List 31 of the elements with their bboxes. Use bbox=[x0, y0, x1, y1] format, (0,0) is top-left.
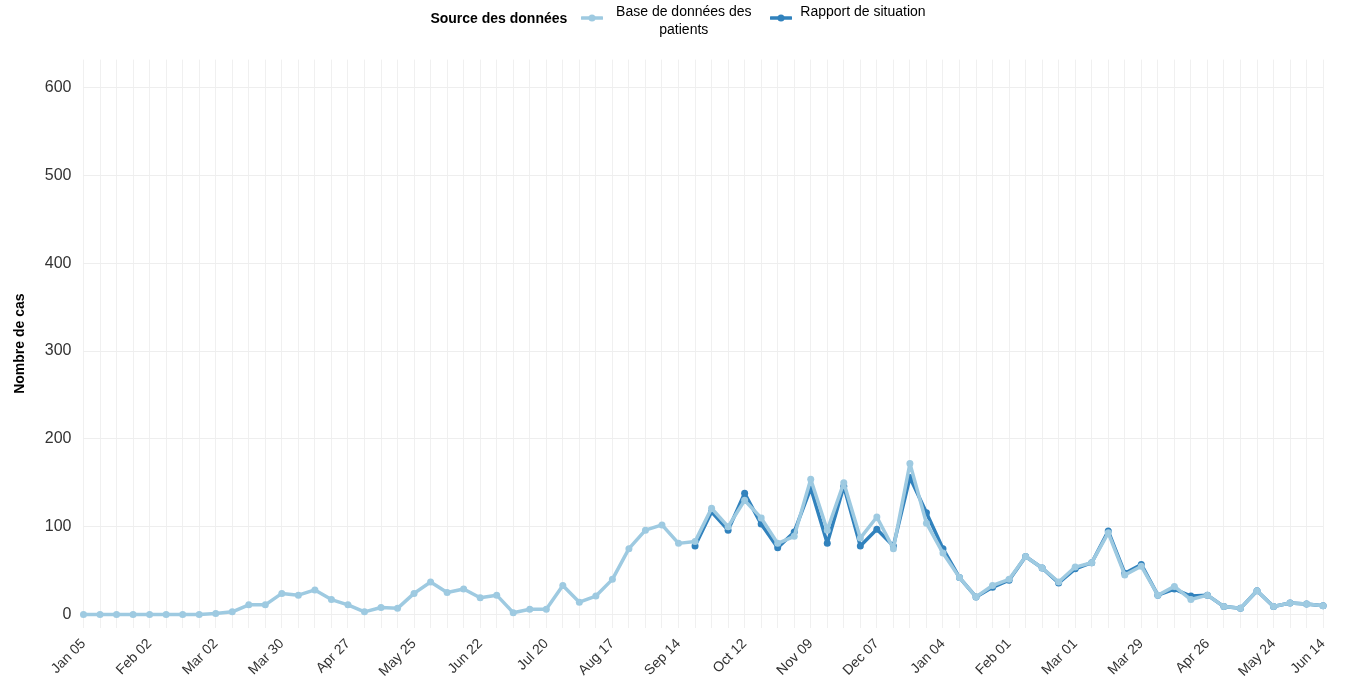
x-tick-label: Mar 29 bbox=[1104, 634, 1147, 678]
x-tick-label: Mar 02 bbox=[178, 634, 221, 678]
y-tick-label: 200 bbox=[44, 429, 72, 447]
y-tick-label: 500 bbox=[44, 165, 72, 183]
x-tick-label: Aug 17 bbox=[574, 634, 618, 678]
y-tick-label: 300 bbox=[44, 341, 72, 359]
x-tick-label: Apr 27 bbox=[312, 634, 353, 676]
x-tick-label: Apr 26 bbox=[1171, 634, 1213, 676]
y-tick-label: 600 bbox=[44, 78, 72, 96]
x-tick-label: Jun 22 bbox=[443, 634, 486, 677]
x-tick-label: Sep 14 bbox=[640, 634, 684, 678]
x-tick-label: Jan 05 bbox=[47, 634, 89, 677]
y-tick-label: 0 bbox=[62, 604, 72, 622]
y-tick-label: 100 bbox=[44, 517, 72, 535]
legend-title: Source des données bbox=[430, 10, 568, 26]
x-tick-label: Jun 14 bbox=[1286, 634, 1329, 677]
x-tick-label: Mar 01 bbox=[1037, 634, 1081, 678]
x-tick-label: Feb 02 bbox=[112, 634, 155, 678]
x-tick-label: Feb 01 bbox=[971, 634, 1015, 678]
x-tick-label: Dec 07 bbox=[839, 634, 882, 678]
legend-label: Rapport de situation bbox=[800, 2, 926, 20]
y-axis-title: Nombre de cas bbox=[11, 293, 28, 394]
legend-label: Base de données des patients bbox=[615, 2, 753, 38]
x-tick-label: May 25 bbox=[375, 634, 420, 679]
x-tick-label: May 24 bbox=[1234, 634, 1279, 679]
x-tick-label: Jul 20 bbox=[513, 634, 552, 673]
x-tick-label: Mar 30 bbox=[244, 634, 287, 678]
y-tick-label: 400 bbox=[44, 253, 72, 271]
x-tick-label: Nov 09 bbox=[772, 634, 816, 678]
x-tick-label: Jan 04 bbox=[906, 634, 948, 677]
x-tick-label: Oct 12 bbox=[709, 634, 750, 676]
